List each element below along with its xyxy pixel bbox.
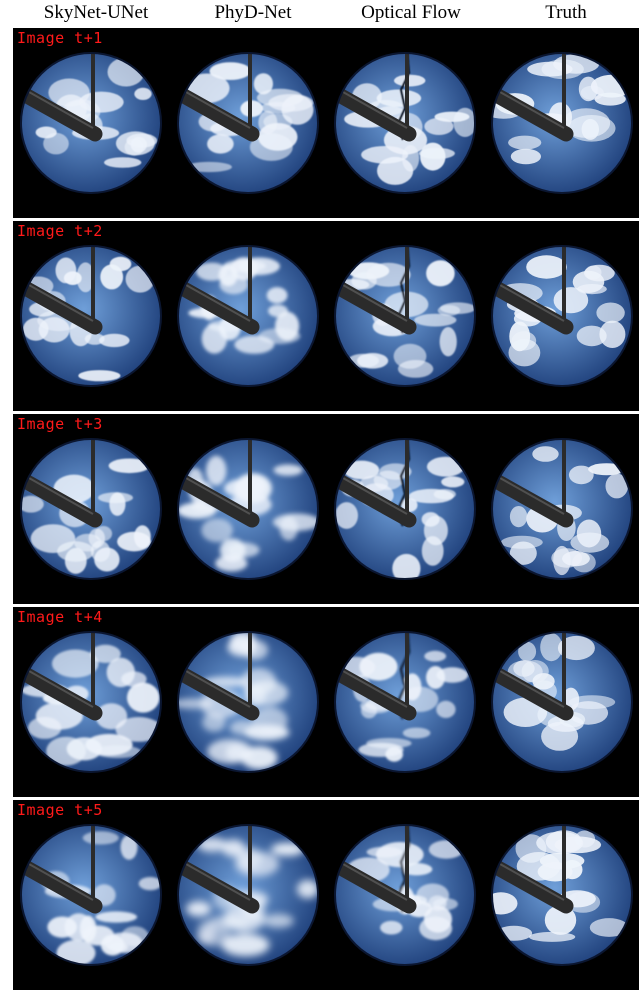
row-label: Image t+4 bbox=[17, 608, 103, 626]
prediction-row: Image t+3 bbox=[13, 414, 639, 604]
sky-image-phyd-net bbox=[170, 607, 326, 797]
sky-image-truth bbox=[484, 800, 640, 990]
sky-image-optical-flow bbox=[327, 221, 483, 411]
prediction-row: Image t+4 bbox=[13, 607, 639, 797]
sky-image-phyd-net bbox=[170, 28, 326, 218]
sky-image-skynet-unet bbox=[13, 800, 169, 990]
sky-image-optical-flow bbox=[327, 800, 483, 990]
sky-image-phyd-net bbox=[170, 221, 326, 411]
sky-image-phyd-net bbox=[170, 414, 326, 604]
sky-image-skynet-unet bbox=[13, 607, 169, 797]
sky-image-skynet-unet bbox=[13, 221, 169, 411]
sky-image-truth bbox=[484, 607, 640, 797]
sky-image-truth bbox=[484, 414, 640, 604]
sky-image-truth bbox=[484, 28, 640, 218]
sky-image-phyd-net bbox=[170, 800, 326, 990]
sky-image-skynet-unet bbox=[13, 414, 169, 604]
prediction-row: Image t+2 bbox=[13, 221, 639, 411]
row-label: Image t+5 bbox=[17, 801, 103, 819]
sky-image-optical-flow bbox=[327, 607, 483, 797]
prediction-row: Image t+1 bbox=[13, 28, 639, 218]
sky-image-optical-flow bbox=[327, 414, 483, 604]
row-label: Image t+2 bbox=[17, 222, 103, 240]
column-title-optical-flow: Optical Flow bbox=[361, 2, 461, 23]
column-title-phyd-net: PhyD-Net bbox=[214, 2, 292, 23]
column-title-truth: Truth bbox=[545, 2, 587, 23]
row-label: Image t+3 bbox=[17, 415, 103, 433]
prediction-row: Image t+5 bbox=[13, 800, 639, 990]
column-title-skynet-unet: SkyNet-UNet bbox=[43, 2, 149, 23]
sky-image-skynet-unet bbox=[13, 28, 169, 218]
sky-image-optical-flow bbox=[327, 28, 483, 218]
row-label: Image t+1 bbox=[17, 29, 103, 47]
sky-image-truth bbox=[484, 221, 640, 411]
column-header: SkyNet-UNet PhyD-Net Optical Flow Truth bbox=[0, 0, 641, 28]
